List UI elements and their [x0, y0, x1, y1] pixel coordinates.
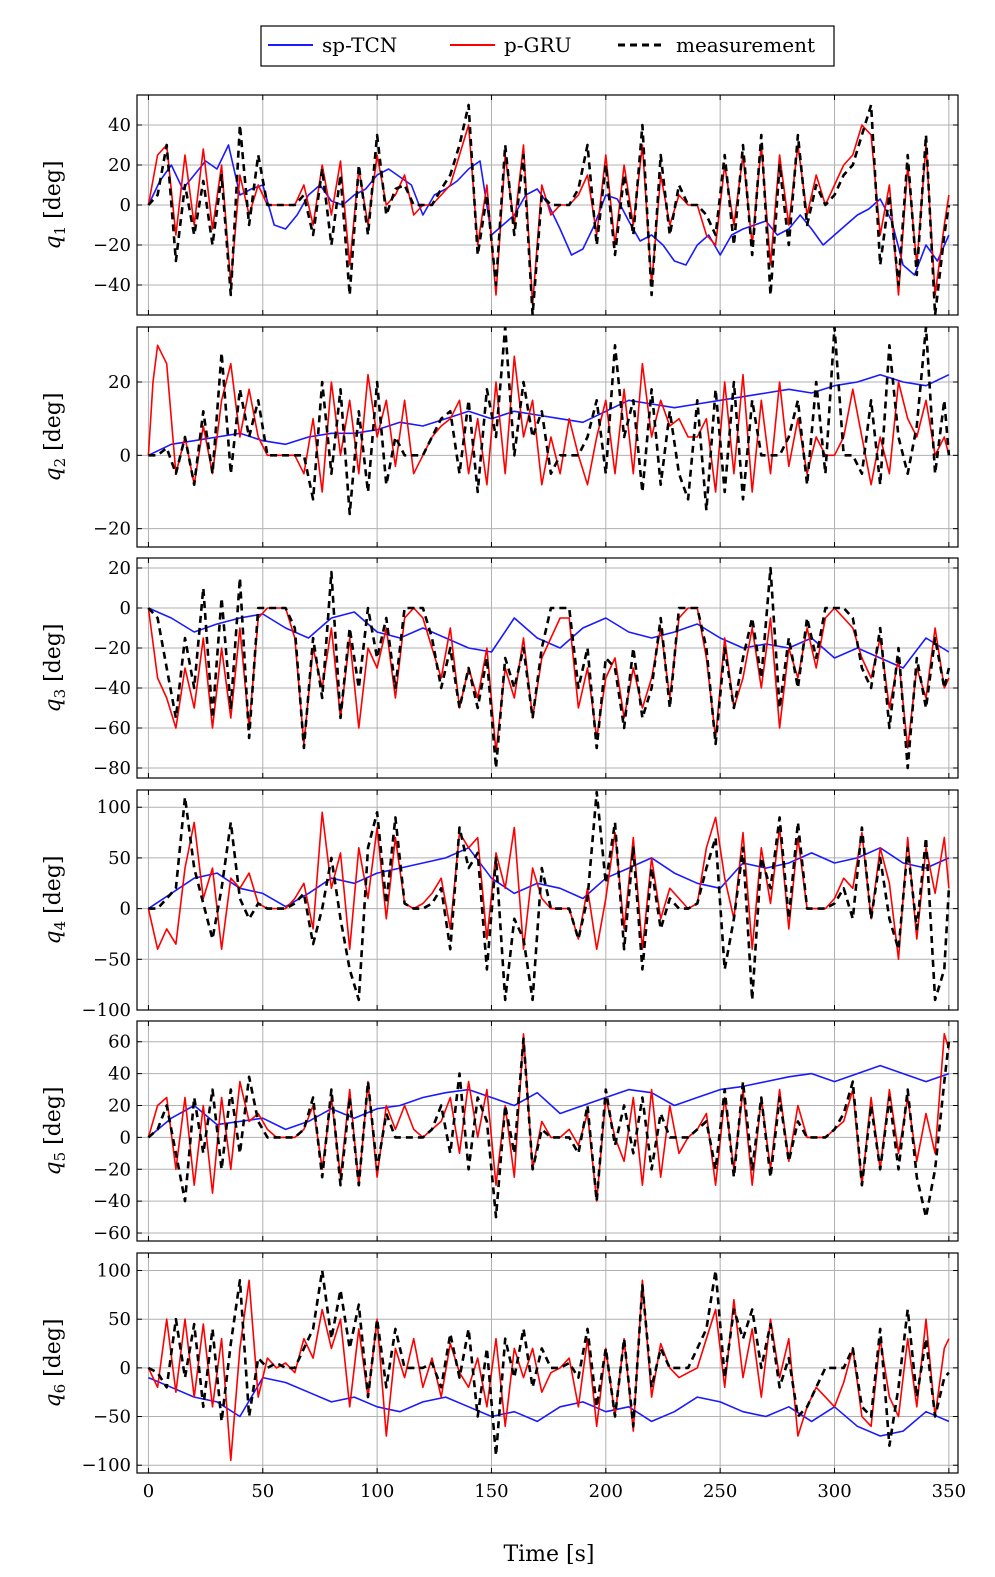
legend-label-p-gru: p-GRU — [504, 33, 571, 57]
series-group — [147, 327, 951, 516]
series-p-gru — [147, 607, 950, 753]
y-tick-label: 0 — [120, 899, 131, 920]
y-tick-label: 100 — [97, 1261, 131, 1282]
y-tick-label: −80 — [93, 758, 131, 779]
x-axis-label: Time [s] — [503, 1542, 594, 1567]
x-tick-label: 150 — [474, 1481, 508, 1502]
series-sp-tcn — [148, 1376, 950, 1437]
series-measurement — [147, 1269, 950, 1457]
y-axis-label: q6 [deg] — [41, 1319, 69, 1408]
y-tick-label: 50 — [108, 1309, 131, 1330]
series-measurement — [148, 790, 951, 1002]
y-tick-label: −40 — [93, 678, 131, 699]
series-group — [147, 566, 951, 770]
y-tick-label: −20 — [93, 519, 131, 540]
legend: sp-TCN p-GRU measurement — [260, 25, 835, 67]
x-tick-label: 250 — [703, 1481, 737, 1502]
plot-frame — [136, 94, 959, 316]
y-axis-label: q3 [deg] — [41, 624, 69, 713]
series-p-gru — [147, 124, 950, 306]
y-tick-label: 0 — [120, 598, 131, 619]
y-tick-label: −20 — [93, 638, 131, 659]
panel-q5: −60 −40 −20 0 20 40 60 q5 [deg] — [41, 1020, 959, 1244]
series-measurement — [147, 1037, 951, 1219]
series-p-gru — [147, 1279, 950, 1462]
y-tick-label: −20 — [93, 235, 131, 256]
panel-q1: −40 −20 0 20 40 q1 [deg] — [41, 94, 959, 316]
plot-frame — [136, 789, 959, 1011]
y-tick-label: 20 — [108, 372, 131, 393]
panel-q4: −100 −50 0 50 100 q4 [deg] — [41, 789, 959, 1021]
x-tick-label: 300 — [817, 1481, 851, 1502]
series-sp-tcn — [148, 373, 950, 457]
y-tick-label: 0 — [120, 195, 131, 216]
series-measurement — [147, 566, 951, 770]
panel-q2: −20 0 20 q2 [deg] — [41, 326, 959, 548]
x-tick-label: 350 — [932, 1481, 966, 1502]
y-tick-label: −100 — [82, 1000, 131, 1021]
y-tick-label: 0 — [120, 1127, 131, 1148]
y-axis-label: q2 [deg] — [41, 393, 69, 482]
y-tick-label: −60 — [93, 1223, 131, 1244]
series-sp-tcn — [147, 1064, 950, 1139]
y-tick-label: 40 — [108, 1064, 131, 1085]
legend-label-sp-tcn: sp-TCN — [322, 33, 397, 57]
y-tick-label: 100 — [97, 797, 131, 818]
y-axis-label: q4 [deg] — [41, 856, 69, 945]
series-measurement — [148, 327, 951, 516]
y-tick-label: 60 — [108, 1032, 131, 1053]
x-tick-label: 50 — [251, 1481, 274, 1502]
series-group — [147, 790, 951, 1002]
y-tick-label: 20 — [108, 1095, 131, 1116]
y-tick-label: −60 — [93, 718, 131, 739]
plot-frame — [136, 557, 959, 779]
x-tick-label: 100 — [360, 1481, 394, 1502]
series-group — [147, 1269, 950, 1462]
legend-label-measurement: measurement — [676, 33, 815, 57]
series-p-gru — [147, 1033, 950, 1202]
x-tick-label: 200 — [589, 1481, 623, 1502]
x-tick-label: 0 — [143, 1481, 154, 1502]
y-tick-label: 50 — [108, 848, 131, 869]
legend-box — [260, 25, 835, 67]
panel-q6: −100 −50 0 50 100 q6 [deg] 0 50 100 150 200 250 300 3… — [41, 1252, 966, 1502]
y-tick-label: −100 — [82, 1455, 131, 1476]
y-tick-label: −40 — [93, 275, 131, 296]
y-axis-label: q5 [deg] — [41, 1087, 69, 1176]
series-group — [147, 1033, 951, 1219]
series-group — [147, 103, 951, 315]
y-tick-label: 40 — [108, 115, 131, 136]
y-tick-label: −50 — [93, 1407, 131, 1428]
y-tick-label: 20 — [108, 558, 131, 579]
series-sp-tcn — [147, 846, 950, 910]
panel-q3: −80 −60 −40 −20 0 20 q3 [deg] — [41, 557, 959, 779]
y-tick-label: −50 — [93, 949, 131, 970]
y-tick-label: 0 — [120, 445, 131, 466]
y-axis-label: q1 [deg] — [41, 161, 69, 250]
plot-frame — [136, 326, 959, 548]
y-tick-label: 0 — [120, 1358, 131, 1379]
series-measurement — [147, 103, 951, 315]
y-tick-label: −20 — [93, 1159, 131, 1180]
y-tick-label: 20 — [108, 155, 131, 176]
plot-frame — [136, 1252, 959, 1474]
plot-frame — [136, 1020, 959, 1242]
y-tick-label: −40 — [93, 1191, 131, 1212]
